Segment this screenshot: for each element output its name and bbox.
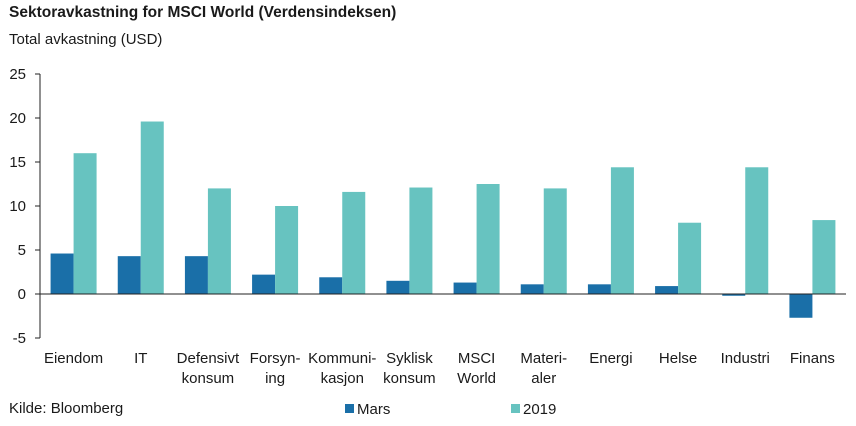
x-category-label: Materi- xyxy=(520,350,567,367)
bar-mars-7 xyxy=(520,284,544,294)
source-note: Kilde: Bloomberg xyxy=(9,400,124,417)
bar-mars-1 xyxy=(117,256,141,294)
bar-mars-10 xyxy=(722,294,746,296)
bar-2019-2 xyxy=(207,188,231,294)
x-category-label: IT xyxy=(134,350,147,367)
bar-2019-6 xyxy=(476,184,500,294)
bar-2019-4 xyxy=(342,191,366,294)
bar-2019-0 xyxy=(73,153,97,294)
bar-mars-8 xyxy=(587,284,611,294)
x-category-label: Syklisk xyxy=(386,350,433,367)
x-category-label: Eiendom xyxy=(44,350,103,367)
x-category-label: Finans xyxy=(790,350,835,367)
bar-2019-10 xyxy=(745,167,769,294)
x-category-label: MSCI xyxy=(458,350,496,367)
x-category-label: Kommuni- xyxy=(308,350,376,367)
bar-mars-11 xyxy=(789,294,813,318)
x-category-label: Defensivt xyxy=(177,350,240,367)
bar-2019-7 xyxy=(543,188,567,294)
bar-2019-3 xyxy=(275,206,299,294)
x-category-label: konsum xyxy=(383,370,436,387)
y-tick-label: 20 xyxy=(9,110,26,127)
x-category-label: Industri xyxy=(721,350,770,367)
bar-2019-1 xyxy=(140,121,164,295)
x-category-label: aler xyxy=(531,370,556,387)
bar-mars-6 xyxy=(453,282,477,294)
bar-mars-5 xyxy=(386,280,410,294)
y-tick-label: 5 xyxy=(18,242,26,259)
bar-mars-9 xyxy=(655,286,679,294)
bar-2019-5 xyxy=(409,187,433,294)
y-tick-label: 0 xyxy=(18,286,26,303)
bar-2019-8 xyxy=(610,167,634,294)
x-category-label: kasjon xyxy=(321,370,364,387)
x-category-label: Helse xyxy=(659,350,697,367)
y-tick-label: -5 xyxy=(13,330,26,347)
bar-mars-2 xyxy=(184,256,208,294)
y-tick-label: 10 xyxy=(9,198,26,215)
chart-subtitle: Total avkastning (USD) xyxy=(9,31,163,48)
x-category-label: Energi xyxy=(589,350,632,367)
legend-label-0: Mars xyxy=(357,401,390,418)
bar-2019-11 xyxy=(812,220,836,294)
bar-2019-9 xyxy=(678,222,702,294)
x-category-label: Forsyn- xyxy=(250,350,301,367)
x-category-label: ing xyxy=(265,370,285,387)
y-tick-label: 15 xyxy=(9,154,26,171)
bar-mars-0 xyxy=(50,253,74,294)
legend-label-1: 2019 xyxy=(523,401,556,418)
chart-title: Sektoravkastning for MSCI World (Verdens… xyxy=(9,4,397,21)
x-category-label: konsum xyxy=(182,370,235,387)
bar-mars-4 xyxy=(319,277,343,294)
legend-swatch-0 xyxy=(345,404,354,413)
x-category-label: World xyxy=(457,370,496,387)
y-tick-label: 25 xyxy=(9,66,26,83)
bar-mars-3 xyxy=(252,274,276,294)
legend-swatch-1 xyxy=(511,404,520,413)
